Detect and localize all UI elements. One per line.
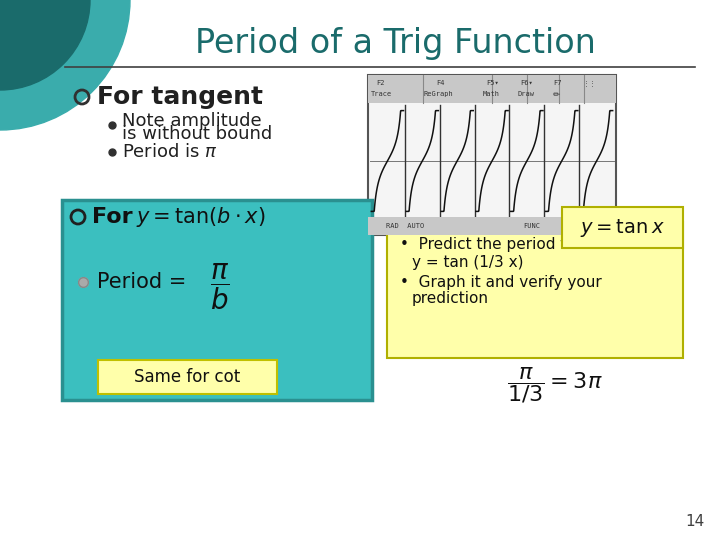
FancyBboxPatch shape: [368, 75, 616, 235]
Text: F6▾: F6▾: [520, 80, 533, 86]
Text: 14: 14: [685, 515, 705, 530]
Text: Note amplitude: Note amplitude: [122, 112, 261, 130]
Text: Same for cot: Same for cot: [134, 368, 240, 386]
Text: ⋮⋮: ⋮⋮: [583, 80, 597, 86]
Text: y = tan (1/3 x): y = tan (1/3 x): [412, 254, 523, 269]
FancyBboxPatch shape: [387, 222, 683, 358]
Text: FUNC: FUNC: [523, 223, 540, 229]
Text: Draw: Draw: [517, 91, 534, 97]
Text: RAD  AUTO: RAD AUTO: [386, 223, 424, 229]
Text: is without bound: is without bound: [122, 125, 272, 143]
FancyBboxPatch shape: [98, 360, 277, 394]
Text: F2: F2: [376, 80, 384, 86]
FancyBboxPatch shape: [368, 217, 616, 235]
Text: Period is $\pi$: Period is $\pi$: [122, 143, 217, 161]
Text: Trace: Trace: [371, 91, 392, 97]
Text: $\dfrac{\pi}{1/3} = 3\pi$: $\dfrac{\pi}{1/3} = 3\pi$: [507, 365, 603, 405]
Text: F7: F7: [553, 80, 562, 86]
FancyBboxPatch shape: [62, 200, 372, 400]
Text: ✏: ✏: [553, 90, 560, 98]
Text: F4: F4: [436, 80, 444, 86]
Text: $y = \tan\!\left(b \cdot x\right)$: $y = \tan\!\left(b \cdot x\right)$: [136, 205, 266, 229]
FancyBboxPatch shape: [562, 207, 683, 248]
Text: Period of a Trig Function: Period of a Trig Function: [194, 26, 595, 59]
FancyBboxPatch shape: [368, 75, 616, 103]
Text: For tangent: For tangent: [97, 85, 263, 109]
Circle shape: [0, 0, 90, 90]
Circle shape: [0, 0, 130, 130]
Text: For: For: [92, 207, 132, 227]
Text: Math: Math: [483, 91, 500, 97]
Text: $y = \tan x$: $y = \tan x$: [580, 217, 665, 239]
Text: •  Predict the period for: • Predict the period for: [400, 238, 582, 253]
Text: ReGraph: ReGraph: [423, 91, 453, 97]
Text: $\dfrac{\pi}{b}$: $\dfrac{\pi}{b}$: [210, 262, 230, 312]
Text: •  Graph it and verify your: • Graph it and verify your: [400, 274, 602, 289]
Text: prediction: prediction: [412, 292, 489, 307]
Text: Period =: Period =: [97, 272, 193, 292]
Text: F5▾: F5▾: [486, 80, 499, 86]
